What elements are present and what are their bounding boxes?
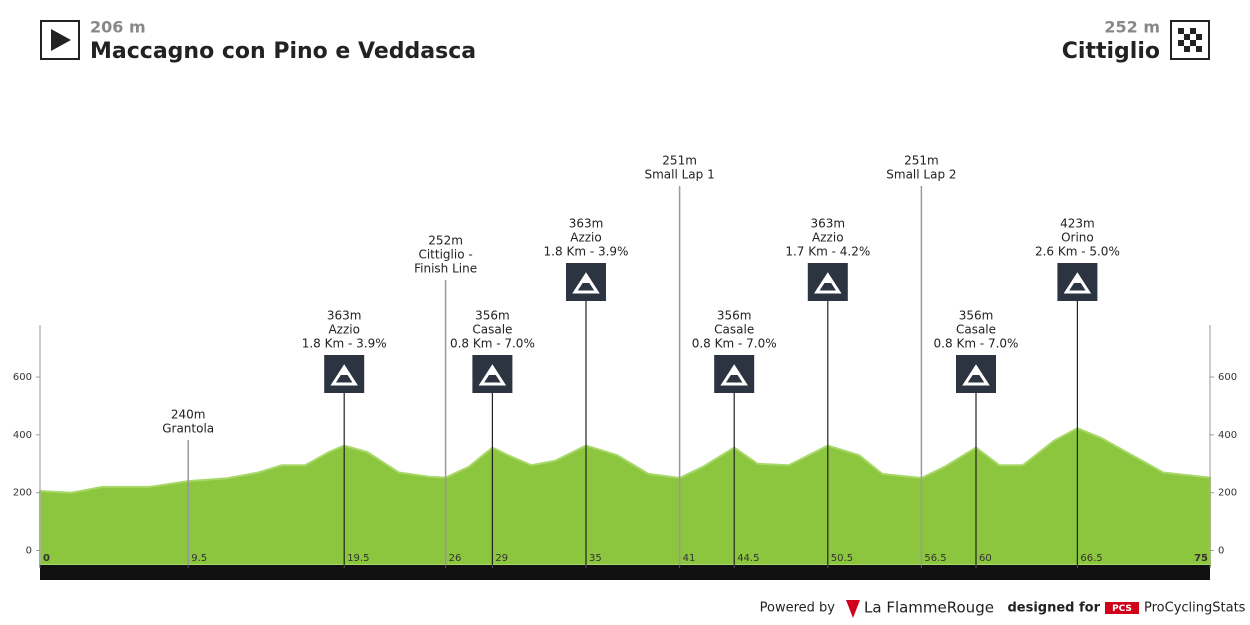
start-elevation: 206 m xyxy=(90,18,146,37)
waypoint-label: 0.8 Km - 7.0% xyxy=(692,337,777,351)
climb-mountain xyxy=(478,364,507,386)
x-tick-label: 56.5 xyxy=(924,553,946,564)
waypoint-label: 363m xyxy=(327,309,362,323)
distance-bar xyxy=(40,565,1210,580)
waypoint-label: 240m xyxy=(171,408,206,422)
waypoint-label: 363m xyxy=(569,217,604,231)
y-tick-label: 400 xyxy=(1218,430,1237,441)
waypoint-label: 0.8 Km - 7.0% xyxy=(934,337,1019,351)
climb-mountain xyxy=(720,364,748,386)
y-tick-label: 200 xyxy=(13,488,32,499)
climb-peak xyxy=(1073,277,1082,283)
y-tick-label: 600 xyxy=(13,372,32,383)
waypoint-label: Orino xyxy=(1061,231,1094,245)
waypoint-label: Small Lap 1 xyxy=(644,168,714,182)
waypoint-label: 1.8 Km - 3.9% xyxy=(302,337,387,351)
pcs-site: ProCyclingStats xyxy=(1144,601,1246,616)
waypoint-label: 356m xyxy=(717,309,752,323)
x-tick-label: 9.5 xyxy=(191,553,207,564)
powered-by: Powered by xyxy=(760,601,836,616)
climb-mountain xyxy=(814,272,842,294)
finish-elevation: 252 m xyxy=(1104,18,1160,37)
x-tick-label: 75 xyxy=(1194,553,1208,564)
finish-icon xyxy=(1170,20,1210,60)
x-tick-label: 41 xyxy=(683,553,696,564)
start-name: Maccagno con Pino e Veddasca xyxy=(90,39,476,64)
x-tick-label: 60 xyxy=(979,553,992,564)
climb-peak xyxy=(730,369,739,375)
waypoint-label: 2.6 Km - 5.0% xyxy=(1035,245,1120,259)
waypoint-label: Azzio xyxy=(812,231,843,245)
y-tick-label: 200 xyxy=(1218,488,1237,499)
y-tick-label: 400 xyxy=(13,430,32,441)
climb-peak xyxy=(340,369,349,375)
waypoint-label: Small Lap 2 xyxy=(886,168,956,182)
x-tick-label: 26 xyxy=(449,553,462,564)
pcs-label: PCS xyxy=(1112,604,1132,614)
climb-peak xyxy=(582,277,590,283)
x-tick-label: 50.5 xyxy=(831,553,853,564)
climb-mountain xyxy=(1063,272,1092,294)
y-tick-label: 0 xyxy=(1218,546,1224,557)
waypoint-label: 1.7 Km - 4.2% xyxy=(785,245,870,259)
waypoint-label: 1.8 Km - 3.9% xyxy=(544,245,629,259)
waypoint-label: Finish Line xyxy=(414,262,477,276)
flamme-brand: La FlammeRouge xyxy=(864,599,994,617)
waypoint-label: Azzio xyxy=(570,231,601,245)
waypoint-label: Cittiglio - xyxy=(418,248,472,262)
waypoint-label: Azzio xyxy=(328,323,359,337)
x-tick-label: 66.5 xyxy=(1080,553,1102,564)
climb-mountain xyxy=(962,364,990,386)
climb-mountain xyxy=(330,364,358,386)
x-tick-label: 0 xyxy=(43,553,50,564)
y-tick-label: 600 xyxy=(1218,372,1237,383)
x-tick-label: 44.5 xyxy=(737,553,759,564)
start-icon xyxy=(40,20,80,60)
waypoint-label: 356m xyxy=(959,309,994,323)
waypoint-label: Casale xyxy=(714,323,754,337)
climb-peak xyxy=(823,277,832,283)
climb-peak xyxy=(488,369,497,375)
y-tick-label: 0 xyxy=(26,546,32,557)
waypoint-label: 356m xyxy=(475,309,510,323)
waypoint-label: Grantola xyxy=(162,422,214,436)
waypoint-label: 252m xyxy=(428,234,463,248)
x-tick-label: 29 xyxy=(495,553,508,564)
pcs-badge xyxy=(1105,602,1139,614)
waypoint-label: Casale xyxy=(956,323,996,337)
waypoint-label: 251m xyxy=(904,154,939,168)
designed-for: designed for xyxy=(1007,601,1100,616)
waypoint-label: 251m xyxy=(662,154,697,168)
waypoint-label: 423m xyxy=(1060,217,1095,231)
flamme-logo xyxy=(846,600,860,618)
x-tick-label: 35 xyxy=(589,553,602,564)
climb-peak xyxy=(972,369,980,375)
waypoint-label: 363m xyxy=(811,217,846,231)
climb-mountain xyxy=(572,272,600,294)
x-tick-label: 19.5 xyxy=(347,553,369,564)
waypoint-label: 0.8 Km - 7.0% xyxy=(450,337,535,351)
start-arrow xyxy=(51,29,71,51)
waypoint-label: Casale xyxy=(472,323,512,337)
elevation-area xyxy=(39,427,1211,566)
finish-name: Cittiglio xyxy=(1062,39,1160,64)
